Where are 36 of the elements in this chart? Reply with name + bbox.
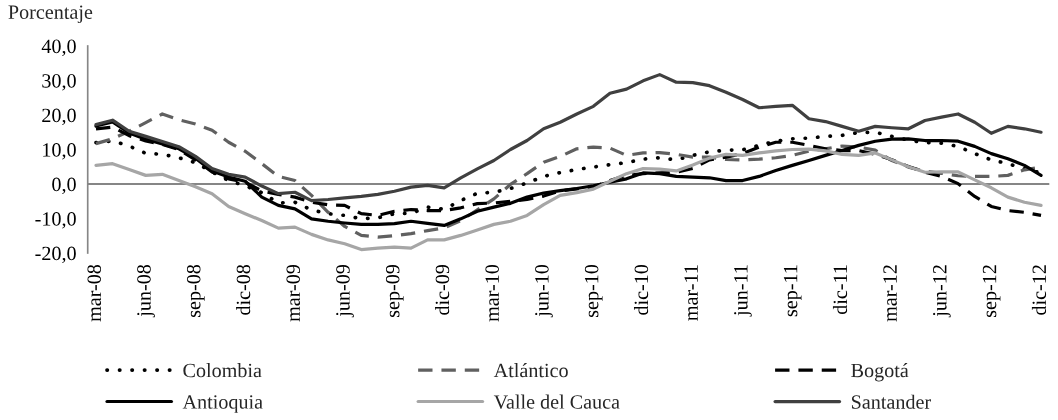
y-tick-label: 40,0: [41, 39, 76, 57]
legend-label: Bogotá: [851, 363, 909, 382]
y-tick-label: 30,0: [42, 74, 76, 91]
x-tick-label: jun-12: [933, 265, 951, 318]
legend-label: Santander: [851, 394, 931, 409]
legend-label: Valle del Cauca: [493, 394, 620, 409]
x-tick-label: mar-10: [485, 264, 499, 322]
x-tick-label: jun-10: [535, 264, 553, 318]
x-tick-label: jun-09: [336, 264, 354, 318]
y-tick-label: 0,0: [52, 177, 76, 195]
x-tick-label: dic-09: [435, 264, 450, 315]
x-tick-label: mar-08: [87, 264, 102, 322]
x-tick-label: mar-12: [883, 265, 897, 322]
legend-label: Antioquia: [182, 395, 263, 413]
x-tick-label: sep-10: [584, 264, 603, 317]
x-tick-label: jun-11: [734, 265, 752, 317]
x-tick-label: mar-11: [684, 265, 698, 321]
x-tick-label: jun-08: [137, 264, 155, 318]
y-axis-title: Porcentaje: [8, 5, 93, 24]
y-tick-label: -20,0: [35, 246, 76, 264]
y-tick-label: 10,0: [43, 143, 76, 160]
y-tick-label: 20,0: [42, 108, 76, 126]
x-tick-label: sep-12: [982, 265, 1001, 317]
x-tick-label: sep-08: [186, 264, 205, 317]
line-series: [94, 147, 1043, 252]
legend-label: Atlántico: [493, 363, 568, 378]
x-tick-label: dic-08: [236, 264, 251, 315]
x-tick-label: sep-11: [783, 265, 802, 317]
x-tick-label: sep-09: [385, 264, 404, 317]
y-tick-label: -10,0: [35, 212, 76, 229]
x-tick-label: dic-11: [832, 265, 848, 315]
legend-label: Colombia: [183, 363, 262, 378]
x-tick-label: dic-12: [1031, 265, 1047, 315]
x-tick-label: dic-10: [633, 264, 649, 315]
line-series: [94, 73, 1043, 203]
x-tick-label: mar-09: [286, 264, 300, 322]
